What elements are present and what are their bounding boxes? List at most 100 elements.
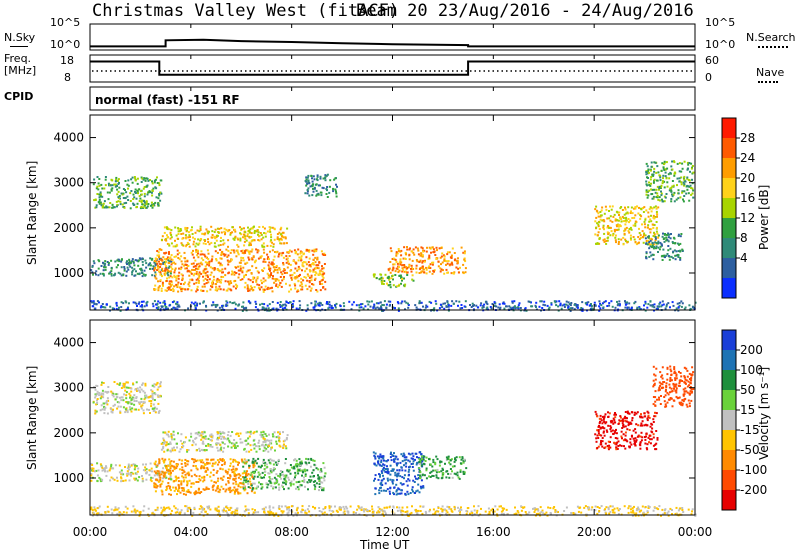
echo-cell [140, 205, 143, 208]
echo-cell [176, 508, 179, 511]
echo-cell [151, 470, 153, 473]
echo-cell [273, 431, 276, 434]
echo-cell [157, 251, 160, 254]
echo-cell [283, 276, 285, 278]
echo-cell [441, 261, 444, 264]
echo-cell [671, 185, 674, 188]
echo-cell [368, 300, 371, 303]
echo-cell [382, 514, 385, 517]
echo-cell [254, 306, 257, 309]
echo-cell [628, 231, 631, 234]
echo-cell [572, 512, 575, 515]
echo-cell [185, 505, 188, 508]
echo-cell [171, 258, 174, 261]
echo-cell [439, 267, 442, 270]
echo-cell [276, 233, 279, 235]
echo-cell [133, 408, 136, 411]
echo-cell [219, 240, 222, 243]
echo-cell [117, 264, 119, 267]
echo-cell [96, 398, 99, 400]
echo-cell [187, 449, 190, 451]
echo-cell [144, 382, 147, 385]
echo-cell [202, 465, 205, 468]
echo-cell [652, 235, 655, 237]
echo-cell [116, 185, 118, 187]
echo-cell [278, 486, 281, 489]
echo-cell [183, 479, 186, 482]
echo-cell [147, 396, 150, 399]
echo-cell [286, 512, 289, 515]
echo-cell [653, 206, 656, 209]
echo-cell [189, 235, 191, 238]
echo-cell [376, 511, 378, 514]
echo-cell [227, 480, 230, 483]
echo-cell [446, 505, 449, 508]
echo-cell [446, 511, 449, 514]
echo-cell [165, 467, 168, 470]
echo-cell [392, 257, 395, 260]
echo-cell [647, 236, 650, 239]
echo-cell [187, 471, 190, 474]
echo-cell [655, 179, 658, 182]
echo-cell [250, 272, 253, 275]
echo-cell [348, 300, 351, 303]
echo-cell [151, 477, 154, 479]
echo-cell [176, 305, 179, 308]
echo-cell [147, 203, 150, 205]
echo-cell [229, 458, 232, 461]
echo-cell [140, 201, 143, 203]
echo-cell [608, 217, 611, 220]
echo-cell [680, 233, 683, 235]
echo-cell [94, 409, 97, 412]
echo-cell [655, 245, 658, 248]
echo-cell [154, 288, 157, 291]
echo-cell [570, 512, 573, 514]
echo-cell [307, 180, 310, 183]
echo-cell [654, 237, 657, 240]
echo-cell [654, 216, 657, 218]
echo-cell [540, 300, 543, 303]
echo-cell [127, 179, 130, 182]
echo-cell [167, 286, 170, 289]
echo-cell [206, 468, 209, 471]
echo-cell [639, 207, 642, 210]
echo-cell [609, 505, 612, 508]
echo-cell [415, 271, 418, 274]
echo-cell [249, 430, 252, 433]
echo-cell [422, 250, 425, 253]
echo-cell [401, 270, 404, 273]
echo-cell [355, 512, 357, 514]
echo-cell [569, 304, 572, 307]
echo-cell [294, 458, 297, 461]
echo-cell [189, 278, 192, 281]
echo-cell [186, 472, 189, 475]
freq-panel-frame [89, 54, 696, 83]
echo-cell [679, 242, 682, 245]
echo-cell [159, 470, 162, 473]
echo-cell [276, 271, 279, 274]
echo-cell [169, 461, 172, 464]
echo-cell [156, 262, 159, 265]
echo-cell [151, 392, 154, 395]
echo-cell [419, 259, 422, 262]
echo-cell [563, 303, 566, 306]
echo-cell [141, 177, 144, 180]
echo-cell [98, 476, 101, 479]
echo-cell [200, 289, 203, 292]
echo-cell [128, 263, 131, 266]
echo-cell [99, 191, 102, 194]
echo-cell [243, 510, 246, 513]
echo-cell [192, 482, 195, 485]
echo-cell [172, 289, 175, 292]
echo-cell [327, 307, 330, 310]
echo-cell [193, 473, 196, 476]
echo-cell [216, 280, 218, 283]
echo-cell [201, 263, 204, 266]
echo-cell [241, 514, 244, 517]
echo-cell [285, 255, 288, 258]
echo-cell [624, 301, 627, 304]
echo-cell [375, 302, 378, 305]
echo-cell [618, 508, 621, 510]
echo-cell [537, 508, 539, 511]
echo-cell [247, 512, 250, 515]
